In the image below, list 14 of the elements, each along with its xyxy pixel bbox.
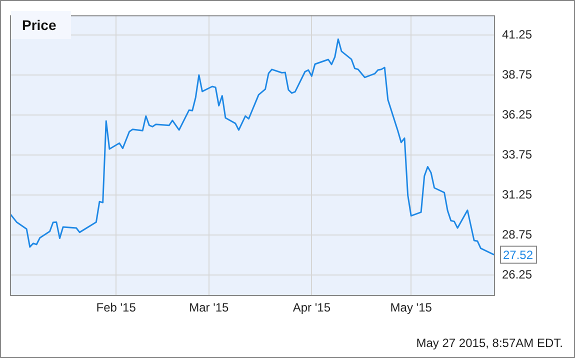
data-label: 27.52 xyxy=(503,248,534,262)
x-tick-label: Apr '15 xyxy=(292,300,331,315)
y-tick-label: 41.25 xyxy=(502,28,532,42)
y-tick-label: 26.25 xyxy=(502,267,532,282)
x-tick-label: May '15 xyxy=(390,300,432,315)
y-tick-label: 38.75 xyxy=(502,67,532,82)
x-tick-label: Mar '15 xyxy=(189,300,230,315)
y-tick-label: 31.25 xyxy=(502,187,532,202)
y-tick-label: 28.75 xyxy=(502,227,532,242)
y-tick-label: 36.25 xyxy=(502,107,532,122)
x-tick-label: Feb '15 xyxy=(96,300,136,315)
text: May 27 2015, 8:57AM EDT. xyxy=(416,336,563,350)
chart-title: Price xyxy=(11,11,72,39)
y-tick-label: 33.75 xyxy=(502,147,532,162)
